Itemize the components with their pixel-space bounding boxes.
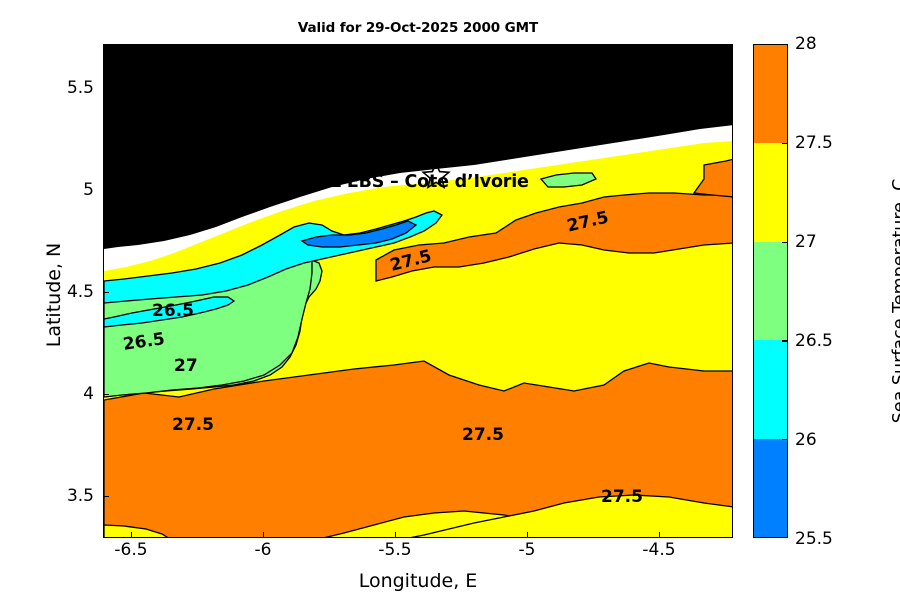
ytick-label-0: 3.5 (66, 486, 94, 506)
colorbar-tick-mark-27 (782, 241, 788, 243)
band-fill-27-27p5-south-lobe (410, 494, 732, 537)
colorbar-label-27p5: 27.5 (795, 133, 833, 153)
map-plot-area[interactable]: 26.5 26.5 27 27.5 27.5 27.5 27.5 27.5 (103, 44, 733, 538)
ytick-label-3: 5 (83, 180, 94, 200)
colorbar-label-27: 27 (795, 232, 817, 252)
colorbar-title: Sea Surface Temperature, C (890, 179, 900, 424)
contour-label-27p5-d: 27.5 (462, 425, 504, 445)
colorbar-tick-mark-26p5 (782, 340, 788, 342)
band-fill-26-26p5-lower (104, 296, 236, 328)
project-caption: (ONHYM) PPL EBS – Cote d’Ivorie (210, 172, 529, 192)
contour-label-27-a: 27 (174, 356, 198, 376)
colorbar-label-28: 28 (795, 34, 817, 54)
band-fill-27p5-28-south (104, 360, 732, 537)
contour-label-27p5-e: 27.5 (601, 487, 643, 507)
contour-label-26p5-a: 26.5 (152, 301, 194, 321)
band-fill-26p5-27-coastal-sliver (539, 172, 597, 188)
colorbar-band-27-27p5 (754, 143, 787, 242)
xtick-mark-top-3 (527, 44, 529, 50)
ytick-mark-4 (103, 88, 109, 90)
xtick-label-3: -5 (518, 540, 536, 560)
xtick-mark-top-1 (263, 44, 265, 50)
xtick-mark-4 (659, 532, 661, 538)
xtick-mark-2 (395, 532, 397, 538)
ytick-mark-3 (103, 190, 109, 192)
contour-label-27p5-c: 27.5 (172, 415, 214, 435)
colorbar-band-26p5-27 (754, 241, 787, 341)
plot-title: Valid for 29-Oct-2025 2000 GMT (297, 20, 539, 36)
ytick-mark-2 (103, 292, 109, 294)
band-fill-27-27p5-corner (104, 524, 169, 537)
colorbar-tick-mark-26 (782, 439, 788, 441)
ytick-label-2: 4.5 (66, 282, 94, 302)
ytick-mark-0 (103, 496, 109, 498)
colorbar-band-26-26p5 (754, 340, 787, 439)
band-fill-27p5-28-north-tongue (375, 192, 732, 282)
colorbar-band-27p5-28 (754, 45, 787, 144)
xtick-label-2: -5.5 (378, 540, 412, 560)
xtick-mark-top-4 (659, 44, 661, 50)
colorbar-tick-mark-27p5 (782, 142, 788, 145)
x-axis-title: Longitude, E (358, 570, 478, 592)
colorbar-label-26p5: 26.5 (795, 331, 833, 351)
colorbar[interactable] (753, 44, 788, 538)
colorbar-label-26: 26 (795, 430, 817, 450)
band-fill-27p5-28-east (692, 158, 732, 198)
ytick-label-1: 4 (83, 384, 94, 404)
ytick-label-4: 5.5 (66, 78, 94, 98)
xtick-mark-0 (131, 532, 133, 538)
site-star-icon (421, 160, 451, 190)
xtick-mark-1 (263, 532, 265, 538)
colorbar-label-25p5: 25.5 (795, 529, 833, 549)
colorbar-band-25p5-26 (754, 438, 787, 538)
xtick-mark-top-0 (131, 44, 133, 50)
xtick-label-1: -6 (254, 540, 272, 560)
sst-contour-canvas (104, 45, 732, 537)
xtick-label-0: -6.5 (114, 540, 148, 560)
xtick-mark-top-2 (395, 44, 397, 50)
xtick-mark-3 (527, 532, 529, 538)
xtick-label-4: -4.5 (642, 540, 676, 560)
ytick-mark-1 (103, 394, 109, 396)
land-mask (104, 45, 732, 249)
y-axis-title: Latitude, N (43, 242, 65, 348)
band-fill-25p5-26-core (300, 220, 418, 248)
